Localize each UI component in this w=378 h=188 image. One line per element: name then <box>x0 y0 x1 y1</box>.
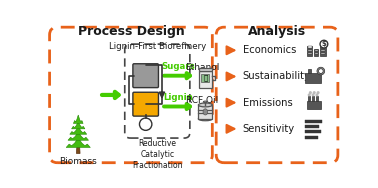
FancyArrowPatch shape <box>226 99 234 107</box>
FancyArrowPatch shape <box>226 46 234 54</box>
Polygon shape <box>321 49 325 51</box>
Circle shape <box>311 93 314 96</box>
Circle shape <box>139 118 152 130</box>
Circle shape <box>316 91 320 94</box>
Polygon shape <box>199 68 212 71</box>
Circle shape <box>309 91 312 94</box>
Polygon shape <box>305 136 318 139</box>
Text: Process Design: Process Design <box>77 25 184 38</box>
Text: Reductive
Catalytic
Fractionation: Reductive Catalytic Fractionation <box>132 139 183 170</box>
Text: Lignin: Lignin <box>163 93 193 102</box>
Text: Economics: Economics <box>243 45 296 55</box>
Polygon shape <box>308 53 311 54</box>
Polygon shape <box>312 96 314 101</box>
Text: 🌿: 🌿 <box>203 75 208 81</box>
Polygon shape <box>316 96 318 101</box>
Polygon shape <box>314 49 319 56</box>
Text: Biomass: Biomass <box>59 157 97 166</box>
Polygon shape <box>321 46 325 48</box>
FancyBboxPatch shape <box>133 64 158 88</box>
Text: Sustainability: Sustainability <box>243 71 310 81</box>
Text: Sensitivity: Sensitivity <box>243 124 295 134</box>
Text: Emissions: Emissions <box>243 98 292 108</box>
Polygon shape <box>314 53 318 54</box>
Ellipse shape <box>203 101 207 103</box>
Polygon shape <box>308 46 311 48</box>
Polygon shape <box>307 46 312 56</box>
Text: Ethanol: Ethanol <box>185 63 220 72</box>
Ellipse shape <box>198 117 212 121</box>
Ellipse shape <box>198 103 212 107</box>
Polygon shape <box>201 74 209 82</box>
Polygon shape <box>68 132 88 140</box>
Polygon shape <box>305 130 321 133</box>
Text: RCF Oil: RCF Oil <box>186 96 218 105</box>
Polygon shape <box>71 122 85 129</box>
FancyBboxPatch shape <box>133 92 158 116</box>
Circle shape <box>315 93 319 96</box>
Circle shape <box>308 93 311 96</box>
Polygon shape <box>305 120 322 123</box>
Polygon shape <box>314 49 318 51</box>
Polygon shape <box>305 125 319 128</box>
Polygon shape <box>73 115 83 124</box>
Text: Analysis: Analysis <box>248 25 306 38</box>
Polygon shape <box>76 147 80 153</box>
Polygon shape <box>321 53 325 54</box>
Circle shape <box>313 91 316 94</box>
Text: Lignin-First Biorefinery: Lignin-First Biorefinery <box>108 42 206 51</box>
Text: Sugars: Sugars <box>161 62 195 71</box>
Polygon shape <box>199 71 212 88</box>
Polygon shape <box>308 96 310 101</box>
Polygon shape <box>320 42 326 56</box>
FancyArrowPatch shape <box>226 125 234 133</box>
Circle shape <box>320 40 328 48</box>
FancyArrowPatch shape <box>226 73 234 80</box>
Polygon shape <box>198 105 212 119</box>
Polygon shape <box>307 101 321 109</box>
Polygon shape <box>70 127 87 134</box>
Ellipse shape <box>203 109 208 115</box>
Polygon shape <box>305 73 321 83</box>
Text: $: $ <box>321 41 326 47</box>
Polygon shape <box>308 49 311 51</box>
Polygon shape <box>308 69 311 73</box>
Polygon shape <box>66 138 90 147</box>
